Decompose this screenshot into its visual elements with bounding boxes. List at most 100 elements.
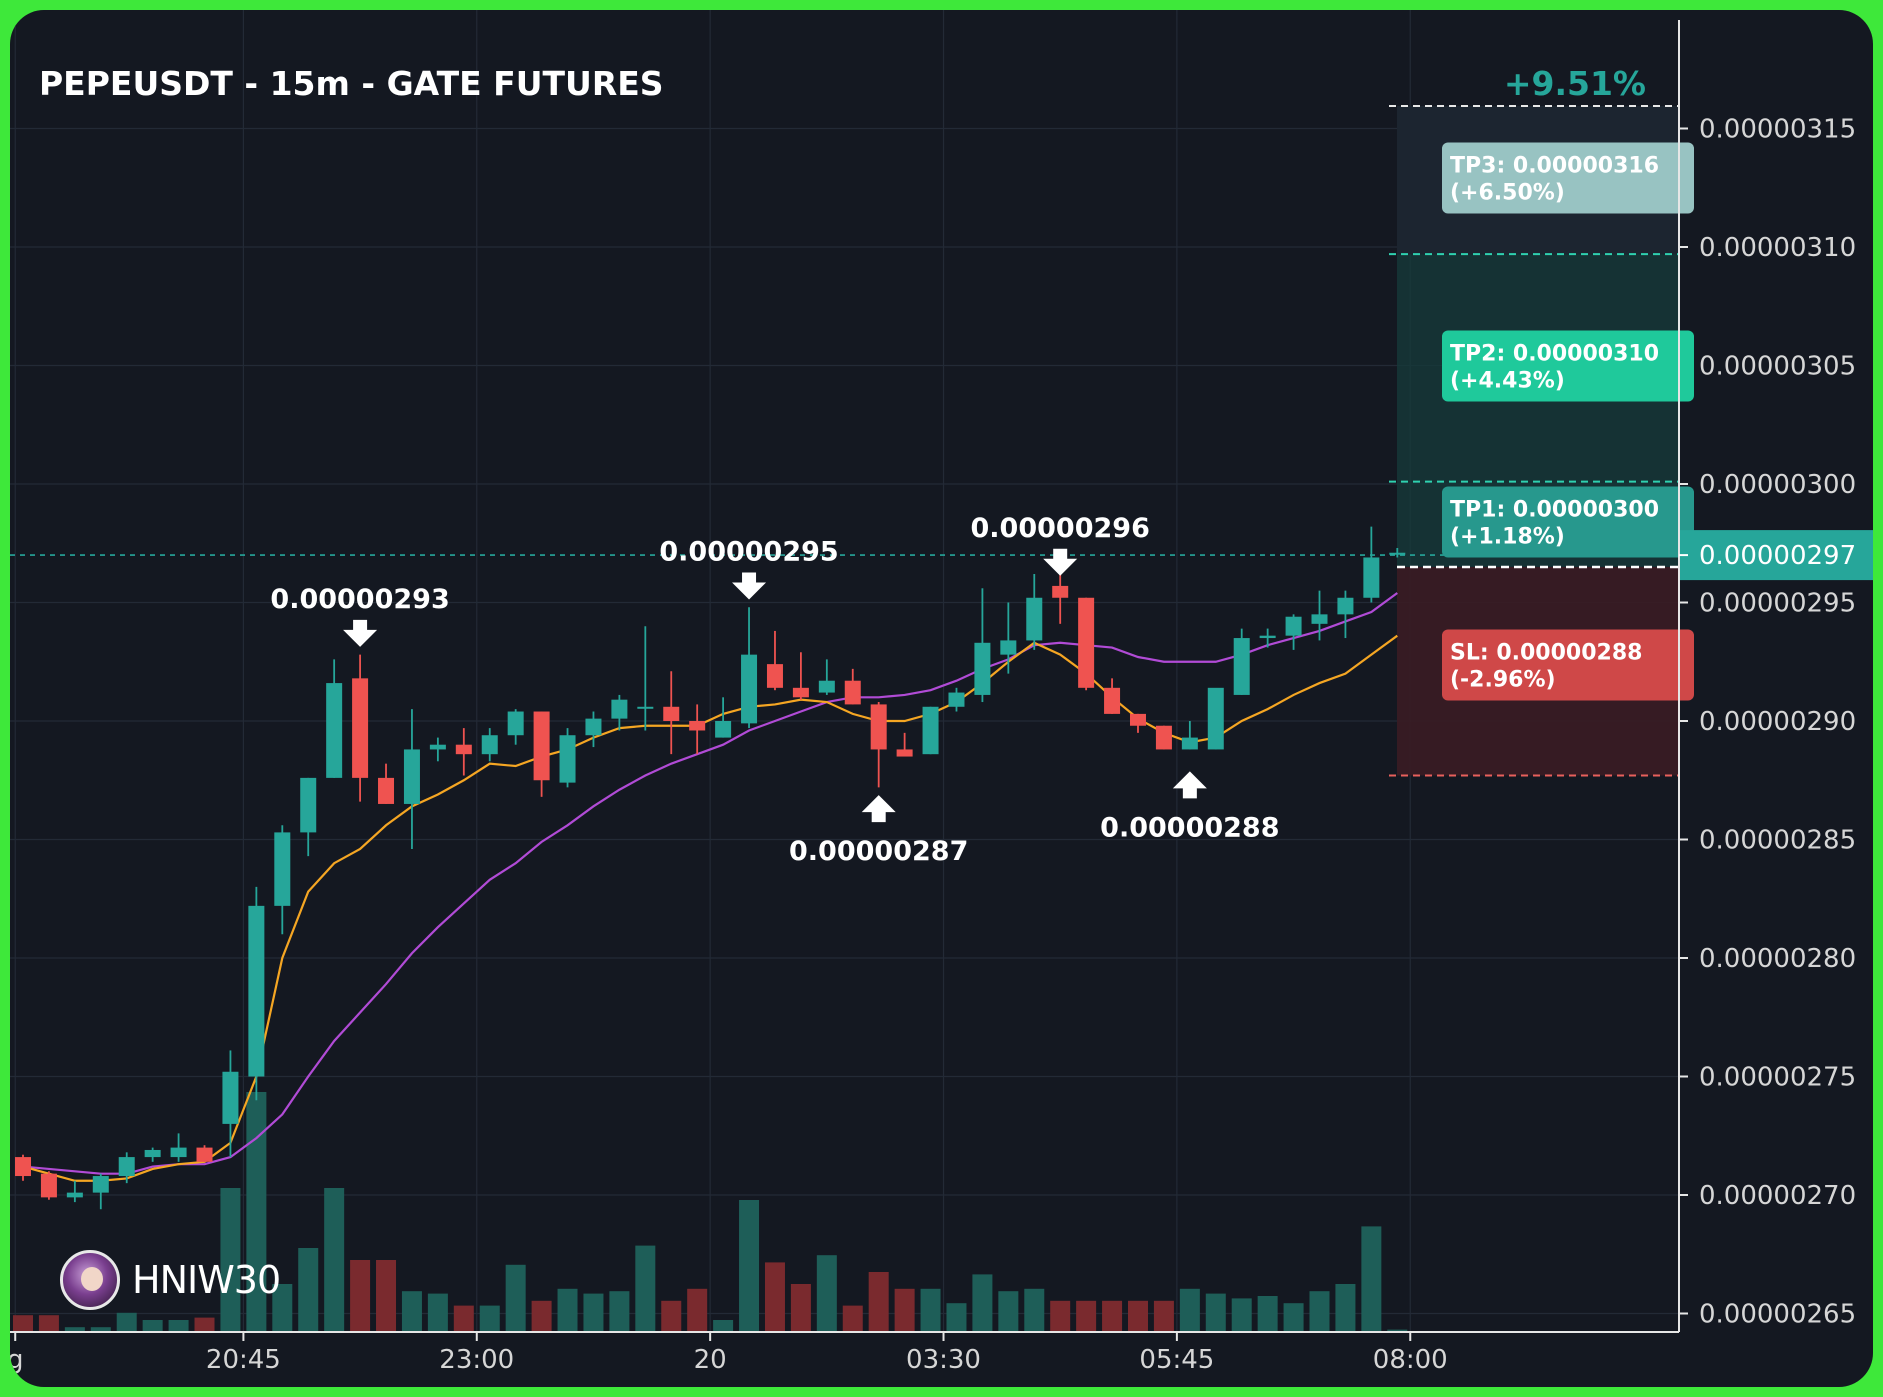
tp3-percent-label: (+6.50%) <box>1450 181 1565 206</box>
candle-down <box>844 680 861 705</box>
candle-up <box>1337 597 1354 615</box>
volume-bar <box>142 1320 163 1332</box>
volume-bar <box>427 1293 448 1332</box>
volume-bar <box>557 1288 578 1332</box>
price-tick-label: 0.00000275 <box>1699 1063 1856 1093</box>
volume-bar <box>272 1284 293 1332</box>
candle-up <box>118 1157 135 1177</box>
volume-bar <box>1257 1296 1278 1332</box>
volume-bar <box>1076 1300 1097 1332</box>
candle-down <box>352 678 369 778</box>
candle-up <box>1026 597 1043 641</box>
time-tick-label: 05:45 <box>1139 1345 1214 1375</box>
candle-up <box>326 683 343 778</box>
candle-up <box>585 718 602 736</box>
candle-down <box>1052 585 1069 598</box>
volume-bar <box>894 1288 915 1332</box>
volume-bar <box>972 1274 993 1332</box>
volume-bar <box>324 1188 345 1332</box>
price-tick-label: 0.00000310 <box>1699 233 1856 263</box>
volume-bar <box>531 1300 552 1332</box>
volume-bar <box>842 1305 863 1332</box>
candle-up <box>974 642 991 695</box>
volume-bar <box>350 1260 371 1332</box>
volume-bar <box>13 1315 33 1332</box>
time-tick-label: 20 <box>694 1345 727 1375</box>
candle-down <box>1078 597 1095 688</box>
volume-bar <box>401 1291 422 1332</box>
candle-down <box>40 1173 57 1198</box>
volume-bar <box>583 1293 604 1332</box>
price-chart[interactable]: 0.00000315 0.00000310 0.00000305 0.00000300… <box>10 10 1873 1387</box>
volume-bar <box>298 1248 319 1332</box>
candle-up <box>1207 687 1224 750</box>
tp2-percent-label: (+4.43%) <box>1450 369 1565 394</box>
candle-down <box>896 749 913 757</box>
candle-down <box>870 704 887 750</box>
ema-slow-line <box>22 592 1398 1175</box>
candle-down <box>15 1157 31 1177</box>
volume-bar <box>1309 1291 1330 1332</box>
arrow-up-icon <box>1172 771 1207 799</box>
volume-bar <box>90 1327 111 1332</box>
candle-up <box>222 1071 239 1124</box>
price-tick-label: 0.00000295 <box>1699 589 1856 619</box>
candle-down <box>663 706 680 721</box>
volume-bar <box>64 1327 85 1332</box>
tp1-box <box>1442 486 1694 558</box>
candle-up <box>92 1176 109 1193</box>
candle-up <box>741 654 758 724</box>
price-tick-label: 0.00000265 <box>1699 1300 1856 1330</box>
candle-up <box>1311 614 1328 624</box>
volume-bar <box>453 1305 474 1332</box>
volume-bar <box>220 1188 241 1332</box>
candle-up <box>66 1192 83 1198</box>
candle-up <box>1363 557 1380 598</box>
volume-bar <box>790 1284 811 1332</box>
candle-up <box>1000 640 1017 655</box>
candle-up <box>300 777 317 833</box>
time-tick-label: 20:45 <box>206 1345 281 1375</box>
sl-price-label: SL: 0.00000288 <box>1450 641 1642 666</box>
candle-up <box>429 744 446 750</box>
volume-bar <box>998 1291 1019 1332</box>
volume-bar <box>713 1320 734 1332</box>
candle-up <box>637 706 654 709</box>
tp3-price-label: TP3: 0.00000316 <box>1450 154 1659 179</box>
watermark: HNIW30 <box>60 1248 281 1312</box>
volume-bar <box>635 1245 656 1332</box>
candle-up <box>144 1149 161 1158</box>
volume-bar <box>1361 1226 1382 1332</box>
volume-bar <box>868 1272 889 1332</box>
time-tick-label: 03:30 <box>906 1345 981 1375</box>
arrow-down-icon <box>1043 548 1078 576</box>
candle-down <box>1129 713 1146 726</box>
price-tick-label: 0.00000300 <box>1699 470 1856 500</box>
volume-bar <box>1127 1300 1148 1332</box>
annotation-label: 0.00000293 <box>270 584 449 615</box>
candle-up <box>274 832 291 906</box>
candle-down <box>533 711 550 781</box>
candle-down <box>1104 687 1121 714</box>
tp2-price-label: TP2: 0.00000310 <box>1450 342 1659 367</box>
candle-down <box>378 777 395 804</box>
volume-bar <box>1387 1329 1408 1332</box>
candle-down <box>689 721 706 731</box>
volume-bar <box>1024 1288 1045 1332</box>
avatar <box>60 1250 120 1310</box>
candle-up <box>1181 737 1198 750</box>
volume-bar <box>168 1320 189 1332</box>
tp1-percent-label: (+1.18%) <box>1450 525 1565 550</box>
arrow-down-icon <box>732 572 767 600</box>
candle-up <box>1259 635 1276 639</box>
candle-up <box>715 721 732 738</box>
sl-box <box>1442 629 1694 701</box>
candle-up <box>170 1147 187 1158</box>
time-tick-label: 08:00 <box>1373 1345 1448 1375</box>
volume-bar <box>194 1317 215 1332</box>
volume-bar <box>920 1288 941 1332</box>
candle-up <box>611 699 628 719</box>
volume-bar <box>38 1315 59 1332</box>
annotation-label: 0.00000287 <box>789 836 968 867</box>
candle-down <box>1155 725 1172 750</box>
